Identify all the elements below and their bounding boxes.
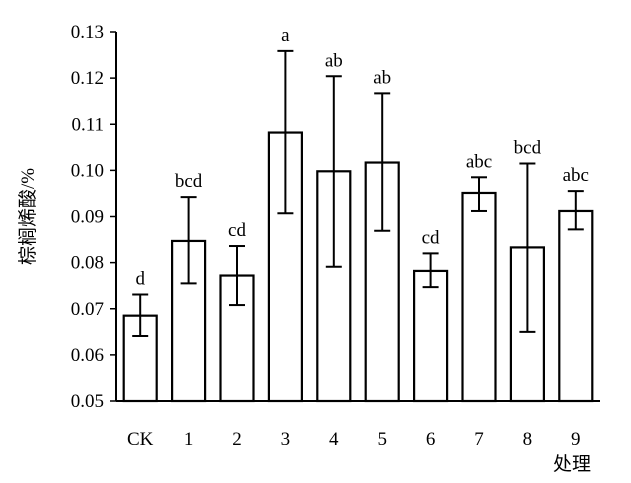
error-bars-group: [132, 49, 584, 337]
x-category-label-5: 5: [377, 429, 387, 450]
significance-label-2: cd: [228, 220, 246, 241]
y-tick-label: 0.06: [71, 345, 104, 366]
y-tick-label: 0.12: [71, 68, 104, 89]
y-tick-label: 0.10: [71, 160, 104, 181]
y-axis-title: 棕榈烯酸/%: [17, 168, 39, 265]
significance-label-4: ab: [325, 50, 343, 71]
x-category-label-CK: CK: [127, 429, 154, 450]
x-category-label-4: 4: [329, 429, 339, 450]
y-tick-label: 0.11: [71, 114, 104, 135]
y-tick-label: 0.09: [71, 207, 104, 228]
x-category-label-6: 6: [426, 429, 436, 450]
y-tick-label: 0.13: [71, 22, 104, 43]
significance-label-3: a: [281, 25, 290, 46]
bar-7: [461, 191, 497, 403]
x-category-label-2: 2: [232, 429, 242, 450]
x-categories-group: CK 1 2 3 4 5 6 7 8 9: [127, 429, 581, 450]
x-axis-title: 处理: [553, 453, 591, 475]
significance-label-9: abc: [563, 165, 589, 186]
significance-label-6: cd: [422, 227, 440, 248]
bar-6: [413, 269, 449, 403]
significance-label-1: bcd: [175, 171, 203, 192]
y-tick-label: 0.08: [71, 253, 104, 274]
y-tick-label: 0.05: [71, 391, 104, 412]
x-category-label-3: 3: [281, 429, 291, 450]
x-category-label-9: 9: [571, 429, 581, 450]
y-tick-label: 0.07: [71, 299, 104, 320]
significance-label-CK: d: [135, 268, 145, 289]
significance-label-8: bcd: [514, 137, 542, 158]
x-category-label-7: 7: [474, 429, 484, 450]
x-category-label-8: 8: [523, 429, 533, 450]
significance-label-5: ab: [373, 67, 391, 88]
significance-label-7: abc: [466, 151, 492, 172]
bar-9: [558, 209, 594, 403]
x-category-label-1: 1: [184, 429, 194, 450]
y-ticks-group: 0.05 0.06 0.07 0.08 0.09 0.10 0.11 0.12 0.13: [71, 22, 116, 412]
